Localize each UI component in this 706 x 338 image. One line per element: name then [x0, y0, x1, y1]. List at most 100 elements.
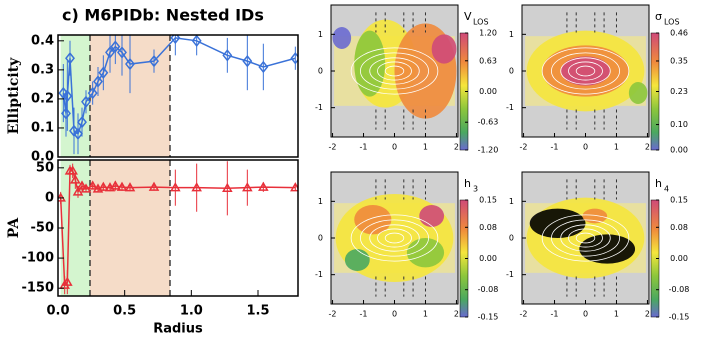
- y-tick-label: 0: [509, 234, 514, 243]
- shaded-region: [90, 160, 170, 296]
- marker: [242, 182, 253, 192]
- contour: [568, 228, 603, 248]
- x-tick-label: 1: [423, 310, 428, 319]
- marker: [110, 40, 121, 53]
- x-tick-label: 2: [645, 143, 650, 152]
- map-blob: [419, 205, 445, 227]
- marker: [117, 46, 127, 59]
- y-tick-label: 0.0: [31, 150, 54, 165]
- colorbar-tick-label: -0.15: [669, 313, 690, 322]
- y-tick-label: -1: [506, 103, 514, 112]
- y-tick-label: -1: [315, 270, 323, 279]
- contour: [369, 224, 420, 252]
- y-axis-label: PA: [6, 217, 22, 239]
- marker: [116, 181, 128, 191]
- x-tick-label: -2: [329, 143, 337, 152]
- contour: [575, 232, 596, 244]
- contour: [384, 232, 405, 244]
- y-axis-label: Ellipticity: [6, 57, 22, 135]
- marker: [242, 54, 253, 68]
- y-tick-label: -1: [315, 103, 323, 112]
- y-tick-label: 0.3: [31, 62, 54, 77]
- marker: [80, 183, 92, 193]
- marker: [62, 89, 73, 103]
- map-label-sub: 4: [664, 185, 669, 194]
- map-blob: [354, 205, 392, 235]
- y-tick-label: 0: [45, 190, 54, 205]
- marker: [98, 66, 109, 79]
- marker: [191, 182, 202, 192]
- x-tick-label: -2: [520, 143, 528, 152]
- y-tick-label: 0.2: [31, 91, 54, 106]
- marker: [70, 174, 81, 184]
- x-tick-label: -1: [551, 143, 559, 152]
- x-tick-label: 0: [583, 143, 588, 152]
- map-blob: [354, 30, 386, 97]
- map-blob: [582, 208, 608, 224]
- x-tick-label: 1: [423, 143, 428, 152]
- colorbar-tick-label: 0.00: [479, 87, 497, 96]
- map-blob: [332, 27, 352, 49]
- marker: [149, 54, 159, 68]
- map-blob: [560, 56, 611, 86]
- contour: [551, 52, 620, 90]
- marker: [110, 180, 121, 190]
- colorbar-tick-label: 1.20: [479, 29, 497, 38]
- colorbar-tick-label: 0.35: [670, 56, 688, 65]
- contour: [568, 61, 603, 81]
- marker: [222, 49, 233, 62]
- colorbar-tick-label: 0.23: [670, 87, 688, 96]
- marker: [76, 180, 88, 190]
- marker: [87, 180, 98, 190]
- contour: [560, 57, 611, 85]
- y-tick-label: 0.4: [31, 33, 54, 48]
- y-tick-label: 1: [509, 197, 514, 206]
- marker: [170, 182, 181, 192]
- colorbar-tick-label: -0.63: [478, 118, 499, 127]
- colorbar-tick-label: 0.63: [479, 56, 497, 65]
- x-axis-label: Radius: [153, 322, 203, 337]
- contour: [377, 61, 412, 81]
- y-tick-label: 0: [509, 67, 514, 76]
- contour: [384, 65, 405, 77]
- marker: [98, 181, 109, 191]
- x-tick-label: 2: [454, 143, 459, 152]
- x-tick-label: 1.0: [180, 304, 203, 319]
- map-blob: [406, 238, 445, 268]
- x-tick-label: 2: [454, 310, 459, 319]
- colorbar-tick-label: 0.15: [479, 196, 497, 205]
- map-label: V: [464, 10, 472, 23]
- marker: [93, 75, 103, 88]
- x-tick-label: 1: [614, 143, 619, 152]
- map-label-sub: LOS: [473, 18, 489, 27]
- colorbar-tick-label: 0.00: [479, 254, 497, 263]
- marker: [191, 35, 202, 48]
- map-blob: [344, 249, 370, 271]
- marker: [61, 107, 71, 120]
- map-blob: [431, 34, 457, 64]
- marker: [69, 124, 79, 138]
- marker: [72, 186, 84, 196]
- y-tick-label: -1: [506, 270, 514, 279]
- colorbar-tick-label: 0.08: [670, 223, 688, 232]
- y-tick-label: -50: [31, 221, 55, 236]
- contour: [541, 214, 630, 262]
- colorbar-tick-label: 0.00: [670, 146, 688, 155]
- y-tick-label: 1: [509, 30, 514, 39]
- x-tick-label: 0.0: [46, 304, 69, 319]
- map-label: h: [464, 177, 471, 190]
- contour: [541, 47, 630, 95]
- contour: [360, 52, 429, 90]
- y-tick-label: -150: [21, 281, 54, 296]
- marker: [105, 46, 115, 59]
- y-tick-label: 0: [318, 67, 323, 76]
- marker: [87, 86, 98, 100]
- colorbar-tick-label: -0.15: [478, 313, 499, 322]
- y-tick-label: 0.1: [31, 120, 54, 135]
- x-tick-label: 0: [392, 143, 397, 152]
- x-tick-label: -2: [520, 310, 528, 319]
- marker: [148, 181, 160, 191]
- y-tick-label: 0: [318, 234, 323, 243]
- marker: [65, 52, 75, 65]
- x-tick-label: -2: [329, 310, 337, 319]
